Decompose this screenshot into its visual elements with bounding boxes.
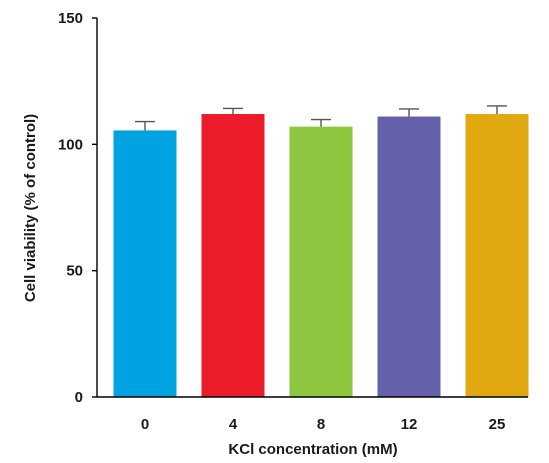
x-tick-label-12: 12 bbox=[401, 416, 418, 433]
x-tick-label-8: 8 bbox=[317, 416, 325, 433]
bar-0mM bbox=[113, 130, 177, 398]
x-axis-title: KCl concentration (mM) bbox=[228, 441, 397, 458]
x-ticks-layer: 0 4 8 12 25 bbox=[141, 416, 506, 433]
bar-12mM bbox=[377, 116, 441, 397]
y-tick-label-100: 100 bbox=[58, 136, 83, 153]
x-tick-label-25: 25 bbox=[489, 416, 506, 433]
y-ticks-layer: 0 50 100 150 bbox=[58, 10, 97, 406]
x-tick-label-0: 0 bbox=[141, 416, 149, 433]
y-tick-label-50: 50 bbox=[66, 263, 83, 280]
bar-4mM bbox=[201, 114, 265, 397]
y-axis-title: Cell viability (% of control) bbox=[22, 114, 39, 302]
error-bars-layer bbox=[135, 105, 507, 131]
y-tick-label-0: 0 bbox=[75, 389, 83, 406]
y-tick-label-150: 150 bbox=[58, 10, 83, 27]
bars-layer bbox=[113, 114, 529, 398]
bar-8mM bbox=[289, 126, 353, 397]
x-tick-label-4: 4 bbox=[229, 416, 238, 433]
bar-25mM bbox=[465, 114, 529, 397]
